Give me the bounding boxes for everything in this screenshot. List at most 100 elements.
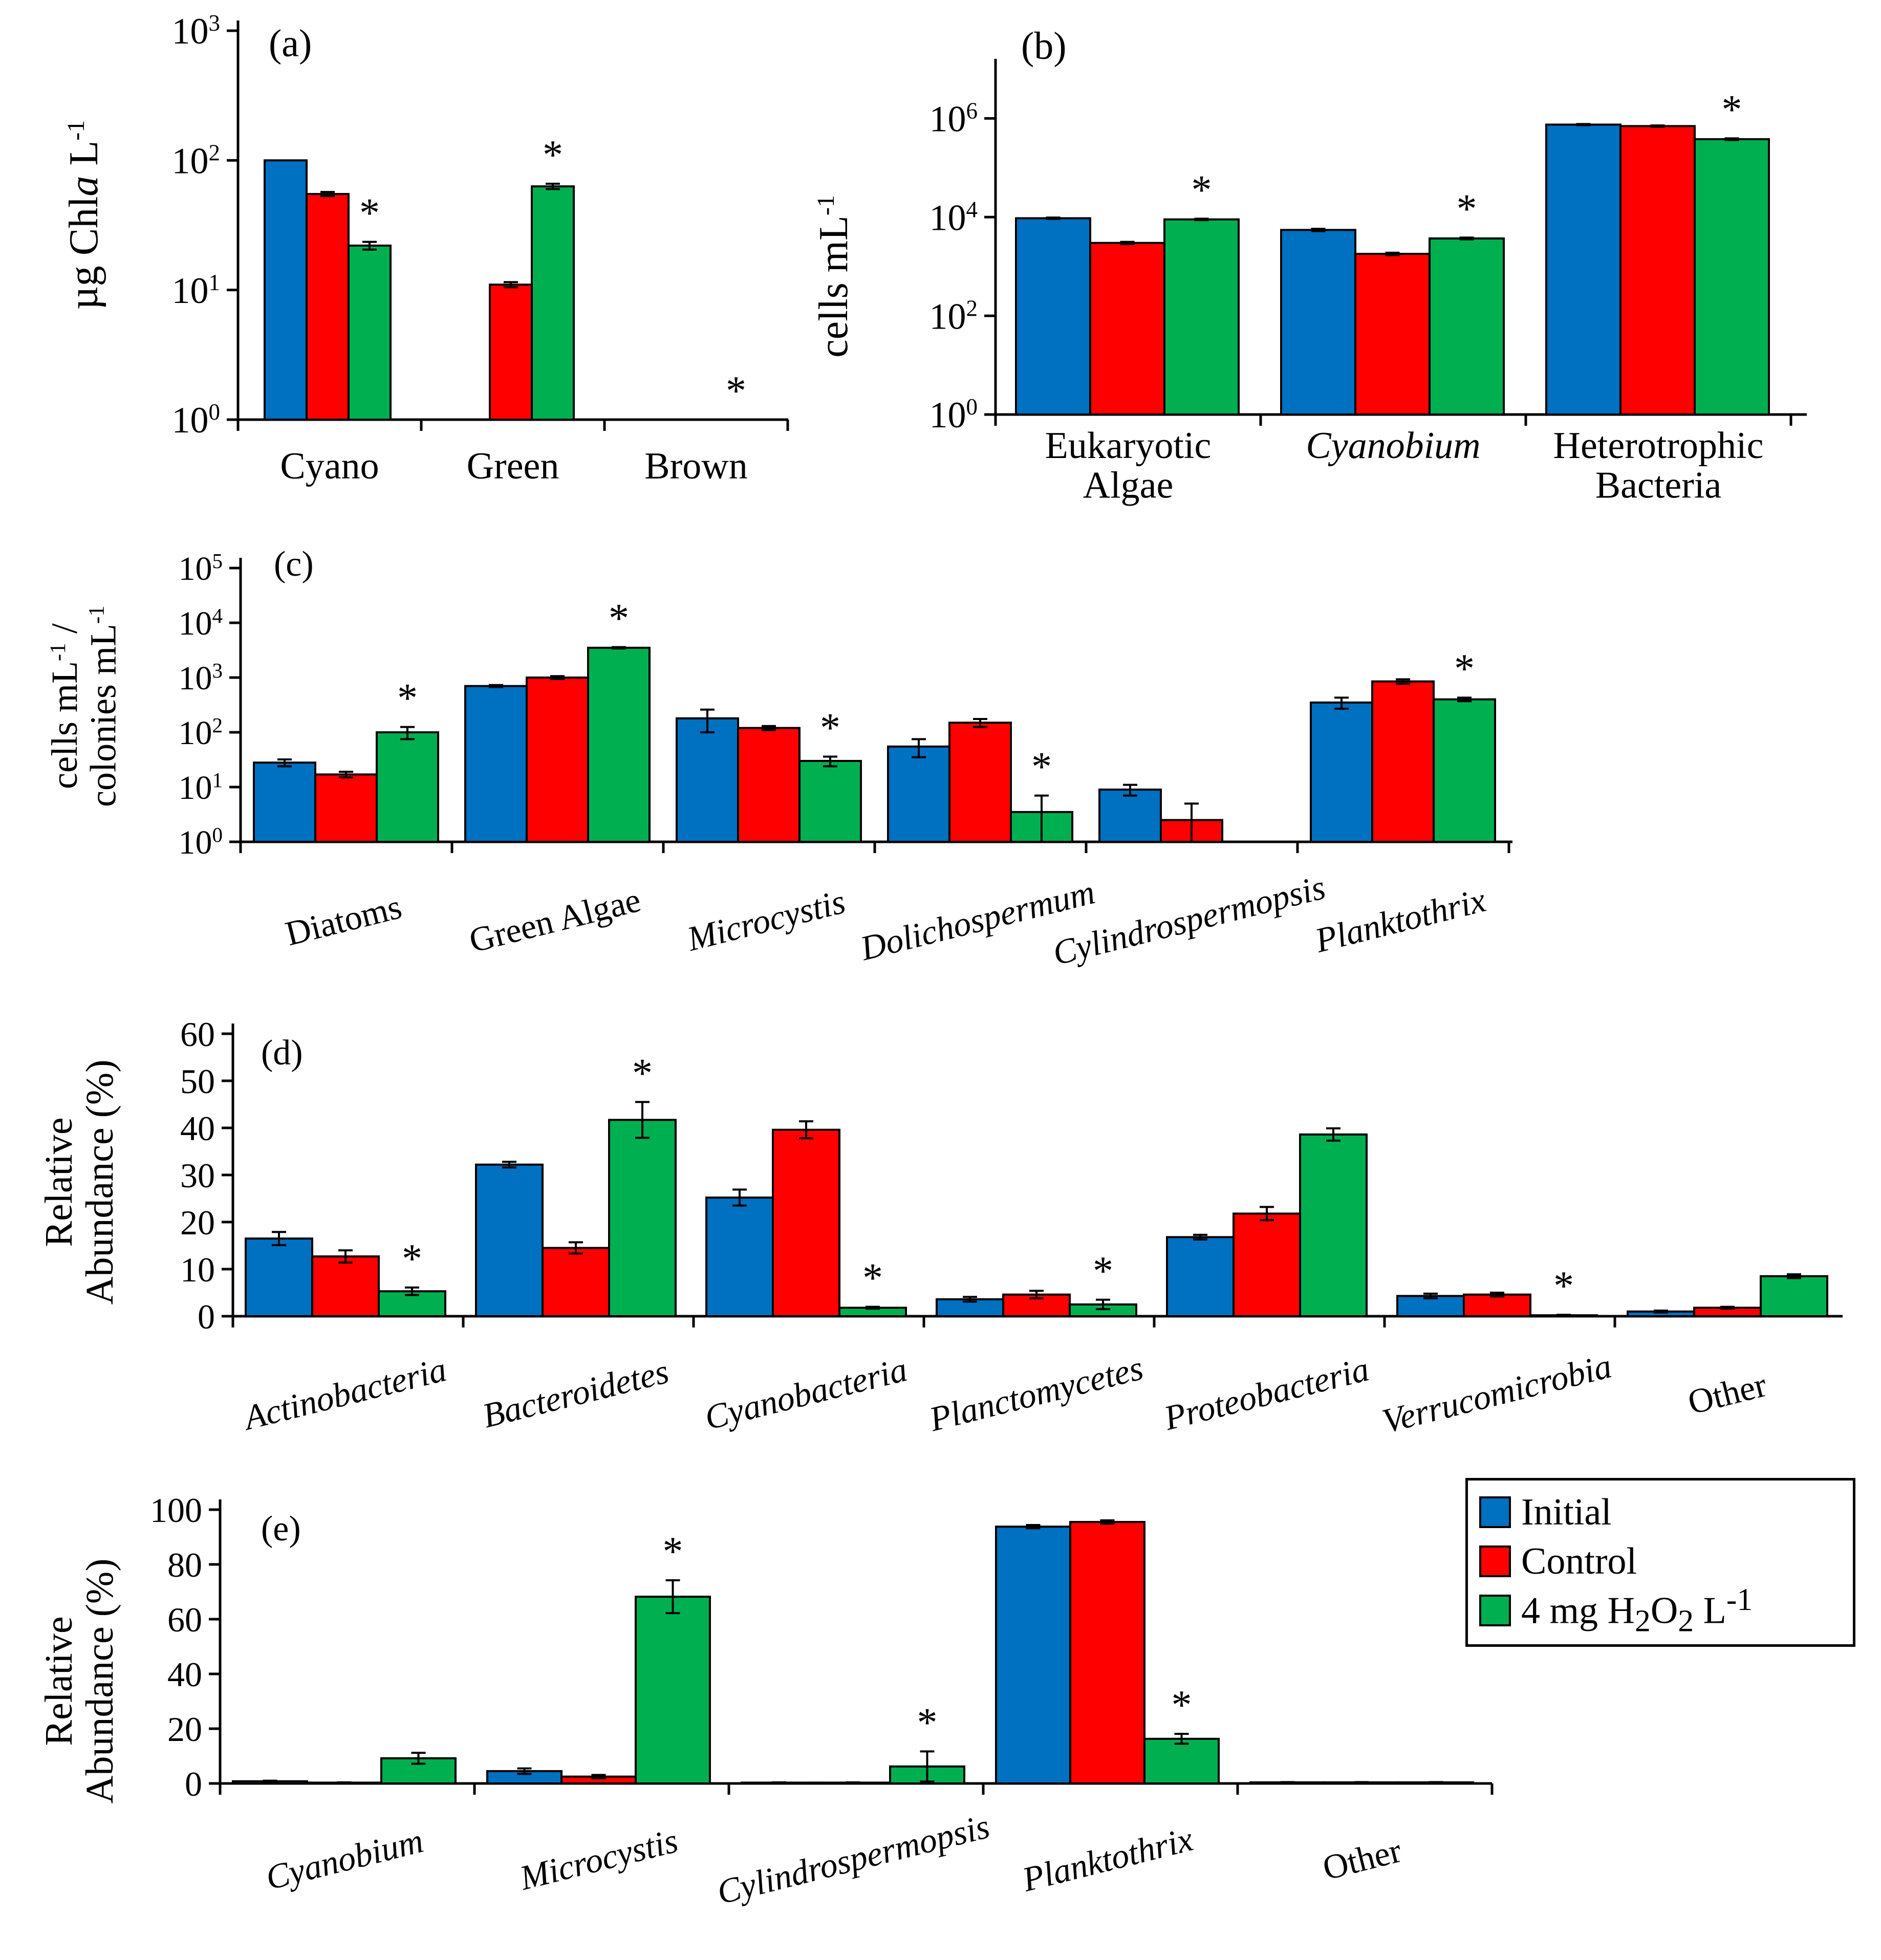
panel-e-category-label: Other <box>1319 1831 1406 1887</box>
panel-d-y-tick-label: 10 <box>180 1250 215 1289</box>
panel-c-y-axis-title: colonies mL-1 <box>83 605 124 807</box>
panel-c-y-axis-title: cells mL-1 / <box>44 623 85 789</box>
panel-e-y-tick-label: 0 <box>185 1765 202 1803</box>
panel-d-significance-star: * <box>632 1051 653 1096</box>
panel-d-y-tick-label: 0 <box>198 1297 215 1336</box>
panel-a-bar-cyano-4-mg-h2o2-l-1 <box>348 244 392 421</box>
panel-c-bar-dolichospermum-control <box>948 722 1012 843</box>
panel-d-bar-cyanobacteria-initial <box>705 1196 774 1317</box>
panel-e-y-tick-label: 80 <box>167 1545 202 1584</box>
panel-c-significance-star: * <box>1454 646 1475 691</box>
panel-d-significance-star: * <box>1093 1249 1113 1294</box>
panel-b-bar-heterotrophic-bacteria-4-mg-h2o2-l-1 <box>1694 138 1770 416</box>
panel-b-bar-eukaryotic-algae-4-mg-h2o2-l-1 <box>1163 218 1240 416</box>
legend-swatch-treatment <box>1479 1595 1511 1626</box>
panel-e-label: (e) <box>261 1509 301 1549</box>
panel-d-category-label: Verrucomicrobia <box>1378 1346 1615 1441</box>
panel-d-bar-other-4-mg-h2o2-l-1 <box>1760 1275 1828 1318</box>
panel-e-bar-planktothrix-initial <box>995 1526 1071 1784</box>
panel-d-y-axis-title: Abundance (%) <box>78 1059 121 1304</box>
panel-c-bar-dolichospermum-initial <box>887 745 950 843</box>
panel-c-bar-green-algae-initial <box>464 685 528 843</box>
panel-a-bar-green-4-mg-h2o2-l-1 <box>531 185 575 421</box>
panel-a-category-label: Brown <box>644 445 747 487</box>
panel-e-y-tick-label: 60 <box>167 1600 202 1639</box>
panel-d-y-tick-label: 40 <box>180 1109 215 1148</box>
panel-e-bar-planktothrix-control <box>1069 1521 1145 1784</box>
panel-d-category-label: Other <box>1684 1365 1770 1422</box>
legend-label-control: Control <box>1521 1540 1637 1582</box>
panel-c-y-tick-label: 101 <box>179 768 223 807</box>
panel-d-bar-cyanobacteria-control <box>772 1128 840 1317</box>
panel-d-bar-verrucomicrobia-control <box>1463 1293 1531 1317</box>
panel-c-bar-green-algae-4-mg-h2o2-l-1 <box>587 646 651 843</box>
panel-a-y-axis-title: µg Chla L-1 <box>61 120 106 310</box>
panel-c-bar-planktothrix-initial <box>1310 701 1373 843</box>
legend-swatch-initial <box>1479 1496 1511 1528</box>
panel-d-y-tick-label: 60 <box>180 1015 215 1054</box>
panel-c-bar-green-algae-control <box>526 677 589 843</box>
panel-c-bar-microcystis-control <box>737 727 801 843</box>
panel-b-y-tick-label: 106 <box>929 98 978 140</box>
legend-item-treatment: 4 mg H2O2 L-1 <box>1479 1582 1853 1638</box>
panel-c-bar-cylindrospermopsis-initial <box>1098 788 1162 843</box>
panel-d-y-tick-label: 20 <box>180 1203 215 1242</box>
panel-a-significance-star: * <box>543 133 563 178</box>
panel-d-category-label: Planctomycetes <box>925 1348 1147 1439</box>
panel-e-category-label: Planktothrix <box>1018 1819 1197 1899</box>
panel-b-significance-star: * <box>1192 167 1212 212</box>
panel-a-significance-star: * <box>359 191 380 236</box>
panel-b-significance-star: * <box>1722 87 1742 132</box>
panel-e-significance-star: * <box>1172 1683 1192 1728</box>
panel-b-category-label: Heterotrophic Bacteria <box>1553 425 1764 507</box>
panel-e-bar-planktothrix-4-mg-h2o2-l-1 <box>1143 1737 1220 1784</box>
panel-e-y-axis-title: Abundance (%) <box>78 1558 121 1803</box>
panel-c-bar-planktothrix-4-mg-h2o2-l-1 <box>1433 698 1496 843</box>
panel-d-significance-star: * <box>862 1256 883 1301</box>
panel-c-y-tick-label: 102 <box>179 713 223 752</box>
panel-e-y-tick-label: 40 <box>167 1655 202 1694</box>
panel-b-bar-cyanobium-initial <box>1280 229 1356 416</box>
panel-c-bar-diatoms-4-mg-h2o2-l-1 <box>376 731 439 843</box>
panel-d-bar-proteobacteria-control <box>1233 1212 1301 1317</box>
panel-d-bar-bacteroidetes-initial <box>475 1163 544 1317</box>
panel-c-y-tick-label: 104 <box>179 604 223 642</box>
panel-d-bar-bacteroidetes-4-mg-h2o2-l-1 <box>608 1119 677 1318</box>
panel-c-bar-planktothrix-control <box>1371 680 1435 843</box>
panel-c-y-tick-label: 103 <box>179 659 223 697</box>
panel-c-significance-star: * <box>609 596 629 641</box>
panel-b-bar-eukaryotic-algae-initial <box>1015 217 1091 416</box>
panel-d-bar-proteobacteria-4-mg-h2o2-l-1 <box>1299 1133 1368 1317</box>
panel-b-label: (b) <box>1021 25 1067 68</box>
panel-b-category-label: Eukaryotic Algae <box>1045 425 1212 507</box>
legend-item-control: Control <box>1479 1537 1853 1586</box>
panel-d-significance-star: * <box>402 1236 422 1281</box>
panel-d-bar-proteobacteria-initial <box>1166 1236 1235 1317</box>
panel-e-y-tick-label: 20 <box>167 1710 202 1749</box>
panel-c-category-label: Planktothrix <box>1311 880 1489 960</box>
panel-a-label: (a) <box>269 22 312 65</box>
legend-label-initial: Initial <box>1521 1491 1612 1533</box>
panel-e-y-axis-title: Relative <box>37 1616 80 1746</box>
panel-c-y-tick-label: 100 <box>179 823 223 861</box>
panel-a-category-label: Cyano <box>280 445 379 487</box>
legend-label-treatment: 4 mg H2O2 L-1 <box>1521 1582 1753 1639</box>
panel-d-bar-actinobacteria-initial <box>245 1237 313 1317</box>
panel-d-category-label: Actinobacteria <box>238 1349 450 1438</box>
panel-a-bar-cyano-initial <box>264 159 308 421</box>
panel-b-y-tick-label: 102 <box>929 295 978 337</box>
panel-d-bar-bacteroidetes-control <box>542 1247 610 1318</box>
panel-e-bar-microcystis-4-mg-h2o2-l-1 <box>635 1596 711 1784</box>
panel-c-bar-diatoms-control <box>314 773 378 843</box>
panel-b-bar-eukaryotic-algae-control <box>1089 242 1165 416</box>
panel-c-significance-star: * <box>820 705 840 750</box>
panel-c-category-label: Microcystis <box>683 882 849 959</box>
panel-e-category-label: Cyanobium <box>262 1821 427 1898</box>
panel-d-significance-star: * <box>1553 1264 1574 1309</box>
panel-d-bar-actinobacteria-control <box>311 1255 380 1317</box>
panel-d-y-axis-title: Relative <box>37 1117 80 1247</box>
panel-b-y-tick-label: 100 <box>929 394 978 435</box>
panel-e-significance-star: * <box>663 1529 683 1574</box>
panel-c-bar-microcystis-initial <box>676 717 739 843</box>
